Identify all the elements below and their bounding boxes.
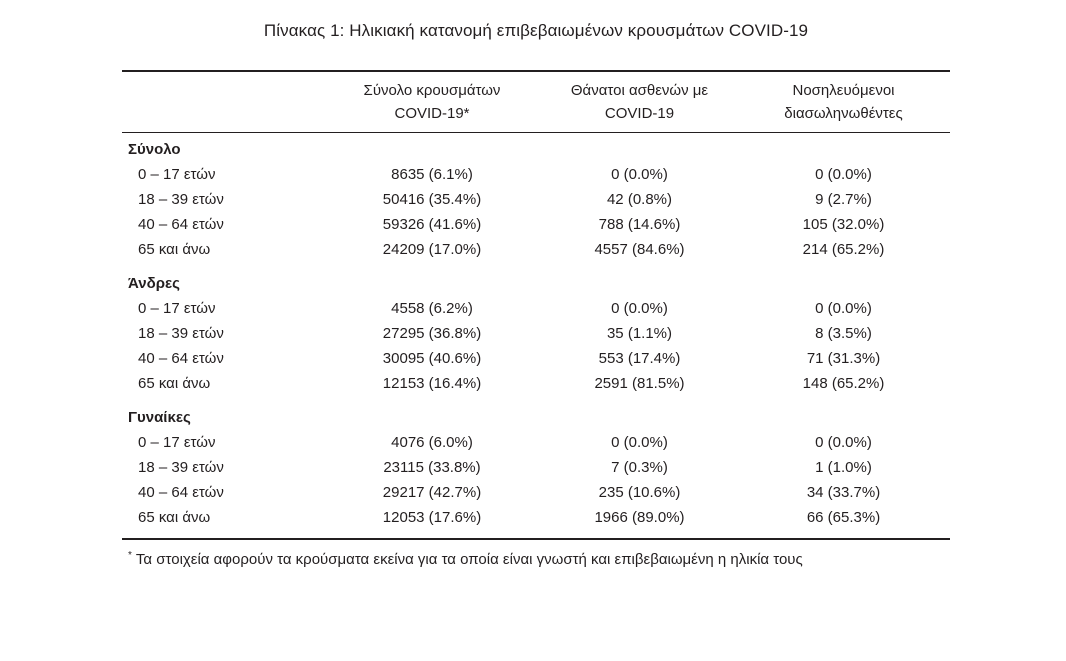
empty-cell: [737, 405, 950, 430]
table-title: Πίνακας 1: Ηλικιακή κατανομή επιβεβαιωμέ…: [263, 21, 809, 40]
value-cell: 148 (65.2%): [802, 375, 885, 392]
table-row: 40 – 64 ετών 29217 (42.7%) 235 (10.6%) 34 (…: [122, 480, 950, 505]
value-cell: 34 (33.7%): [806, 484, 881, 501]
table-row: 18 – 39 ετών 50416 (35.4%) 42 (0.8%) 9 (2.7…: [122, 187, 950, 212]
table-row: 0 – 17 ετών 8635 (6.1%) 0 (0.0%) 0 (0.0%): [122, 162, 950, 187]
age-band-label: 0 – 17 ετών: [138, 434, 216, 451]
group-header-row: Γυναίκες: [122, 405, 950, 430]
header-total-cases-line1: Σύνολο κρουσμάτων: [363, 82, 501, 99]
table-header-row: Σύνολο κρουσμάτων COVID-19* Θάνατοι ασθε…: [122, 70, 950, 133]
value-cell: 9 (2.7%): [815, 191, 872, 208]
value-cell: 29217 (42.7%): [382, 484, 482, 501]
table-body: Σύνολο 0 – 17 ετών 8635 (6.1%) 0 (0.0%) 0 (0…: [122, 133, 950, 538]
group-label: Σύνολο: [128, 141, 181, 158]
value-cell: 27295 (36.8%): [382, 325, 482, 342]
age-band-label: 65 και άνω: [138, 375, 211, 392]
header-deaths: Θάνατοι ασθενών με COVID-19: [542, 79, 737, 125]
value-cell: 12053 (17.6%): [382, 509, 482, 526]
header-total-cases: Σύνολο κρουσμάτων COVID-19*: [322, 79, 542, 125]
header-total-cases-line2: COVID-19*: [394, 105, 470, 122]
value-cell: 24209 (17.0%): [382, 241, 482, 258]
covid-age-table-document: Πίνακας 1: Ηλικιακή κατανομή επιβεβαιωμέ…: [122, 20, 950, 570]
table-row: 40 – 64 ετών 59326 (41.6%) 788 (14.6%) 105 …: [122, 212, 950, 237]
table-row: 0 – 17 ετών 4076 (6.0%) 0 (0.0%) 0 (0.0%): [122, 430, 950, 455]
age-band-label: 40 – 64 ετών: [138, 484, 224, 501]
value-cell: 59326 (41.6%): [382, 216, 482, 233]
table-row: 0 – 17 ετών 4558 (6.2%) 0 (0.0%) 0 (0.0%): [122, 296, 950, 321]
table-row: 18 – 39 ετών 23115 (33.8%) 7 (0.3%) 1 (1.0%…: [122, 455, 950, 480]
value-cell: 35 (1.1%): [606, 325, 673, 342]
value-cell: 50416 (35.4%): [382, 191, 482, 208]
age-band-label: 18 – 39 ετών: [138, 191, 224, 208]
table-row: 18 – 39 ετών 27295 (36.8%) 35 (1.1%) 8 (3.5…: [122, 321, 950, 346]
value-cell: 30095 (40.6%): [382, 350, 482, 367]
age-band-label: 65 και άνω: [138, 509, 211, 526]
age-band-label: 18 – 39 ετών: [138, 325, 224, 342]
empty-cell: [542, 137, 737, 162]
value-cell: 1966 (89.0%): [594, 509, 685, 526]
value-cell: 4558 (6.2%): [391, 300, 473, 317]
value-cell: 0 (0.0%): [815, 300, 872, 317]
table-row: 40 – 64 ετών 30095 (40.6%) 553 (17.4%) 71 (…: [122, 346, 950, 371]
value-cell: 4076 (6.0%): [391, 434, 473, 451]
value-cell: 4557 (84.6%): [594, 241, 685, 258]
value-cell: 2591 (81.5%): [594, 375, 685, 392]
covid-age-table: Σύνολο κρουσμάτων COVID-19* Θάνατοι ασθε…: [122, 70, 950, 570]
value-cell: 12153 (16.4%): [382, 375, 482, 392]
empty-cell: [737, 271, 950, 296]
header-intubated-line1: Νοσηλευόμενοι: [792, 82, 895, 99]
age-band-label: 0 – 17 ετών: [138, 166, 216, 183]
value-cell: 0 (0.0%): [611, 300, 668, 317]
table-row: 65 και άνω 12153 (16.4%) 2591 (81.5%) 148 (…: [122, 371, 950, 396]
value-cell: 1 (1.0%): [815, 459, 872, 476]
value-cell: 553 (17.4%): [598, 350, 681, 367]
age-band-label: 65 και άνω: [138, 241, 211, 258]
group-header-row: Σύνολο: [122, 137, 950, 162]
value-cell: 214 (65.2%): [802, 241, 885, 258]
header-deaths-line2: COVID-19: [604, 105, 675, 122]
value-cell: 0 (0.0%): [611, 166, 668, 183]
footnote-asterisk: *: [128, 550, 132, 561]
value-cell: 0 (0.0%): [611, 434, 668, 451]
group-label: Γυναίκες: [128, 409, 191, 426]
value-cell: 71 (31.3%): [806, 350, 881, 367]
value-cell: 42 (0.8%): [606, 191, 673, 208]
header-deaths-line1: Θάνατοι ασθενών με: [570, 82, 709, 99]
age-band-label: 18 – 39 ετών: [138, 459, 224, 476]
empty-cell: [322, 137, 542, 162]
table-footnote: * Τα στοιχεία αφορούν τα κρούσματα εκείνα…: [122, 538, 950, 570]
header-intubated: Νοσηλευόμενοι διασωληνωθέντες: [737, 79, 950, 125]
footnote-text: Τα στοιχεία αφορούν τα κρούσματα εκείνα …: [135, 551, 803, 568]
header-empty-cell: [122, 79, 322, 125]
value-cell: 0 (0.0%): [815, 166, 872, 183]
value-cell: 788 (14.6%): [598, 216, 681, 233]
empty-cell: [542, 271, 737, 296]
empty-cell: [322, 271, 542, 296]
empty-cell: [542, 405, 737, 430]
age-band-label: 0 – 17 ετών: [138, 300, 216, 317]
header-intubated-line2: διασωληνωθέντες: [784, 105, 903, 122]
group-header-row: Άνδρες: [122, 271, 950, 296]
empty-cell: [737, 137, 950, 162]
value-cell: 0 (0.0%): [815, 434, 872, 451]
empty-cell: [322, 405, 542, 430]
group-label: Άνδρες: [128, 275, 180, 292]
table-row: 65 και άνω 12053 (17.6%) 1966 (89.0%) 66 (6…: [122, 505, 950, 530]
value-cell: 105 (32.0%): [802, 216, 885, 233]
value-cell: 8 (3.5%): [815, 325, 872, 342]
value-cell: 23115 (33.8%): [383, 459, 481, 476]
age-band-label: 40 – 64 ετών: [138, 350, 224, 367]
value-cell: 66 (65.3%): [806, 509, 881, 526]
table-row: 65 και άνω 24209 (17.0%) 4557 (84.6%) 214 (…: [122, 237, 950, 262]
age-band-label: 40 – 64 ετών: [138, 216, 224, 233]
value-cell: 7 (0.3%): [611, 459, 668, 476]
value-cell: 235 (10.6%): [598, 484, 681, 501]
value-cell: 8635 (6.1%): [391, 166, 473, 183]
